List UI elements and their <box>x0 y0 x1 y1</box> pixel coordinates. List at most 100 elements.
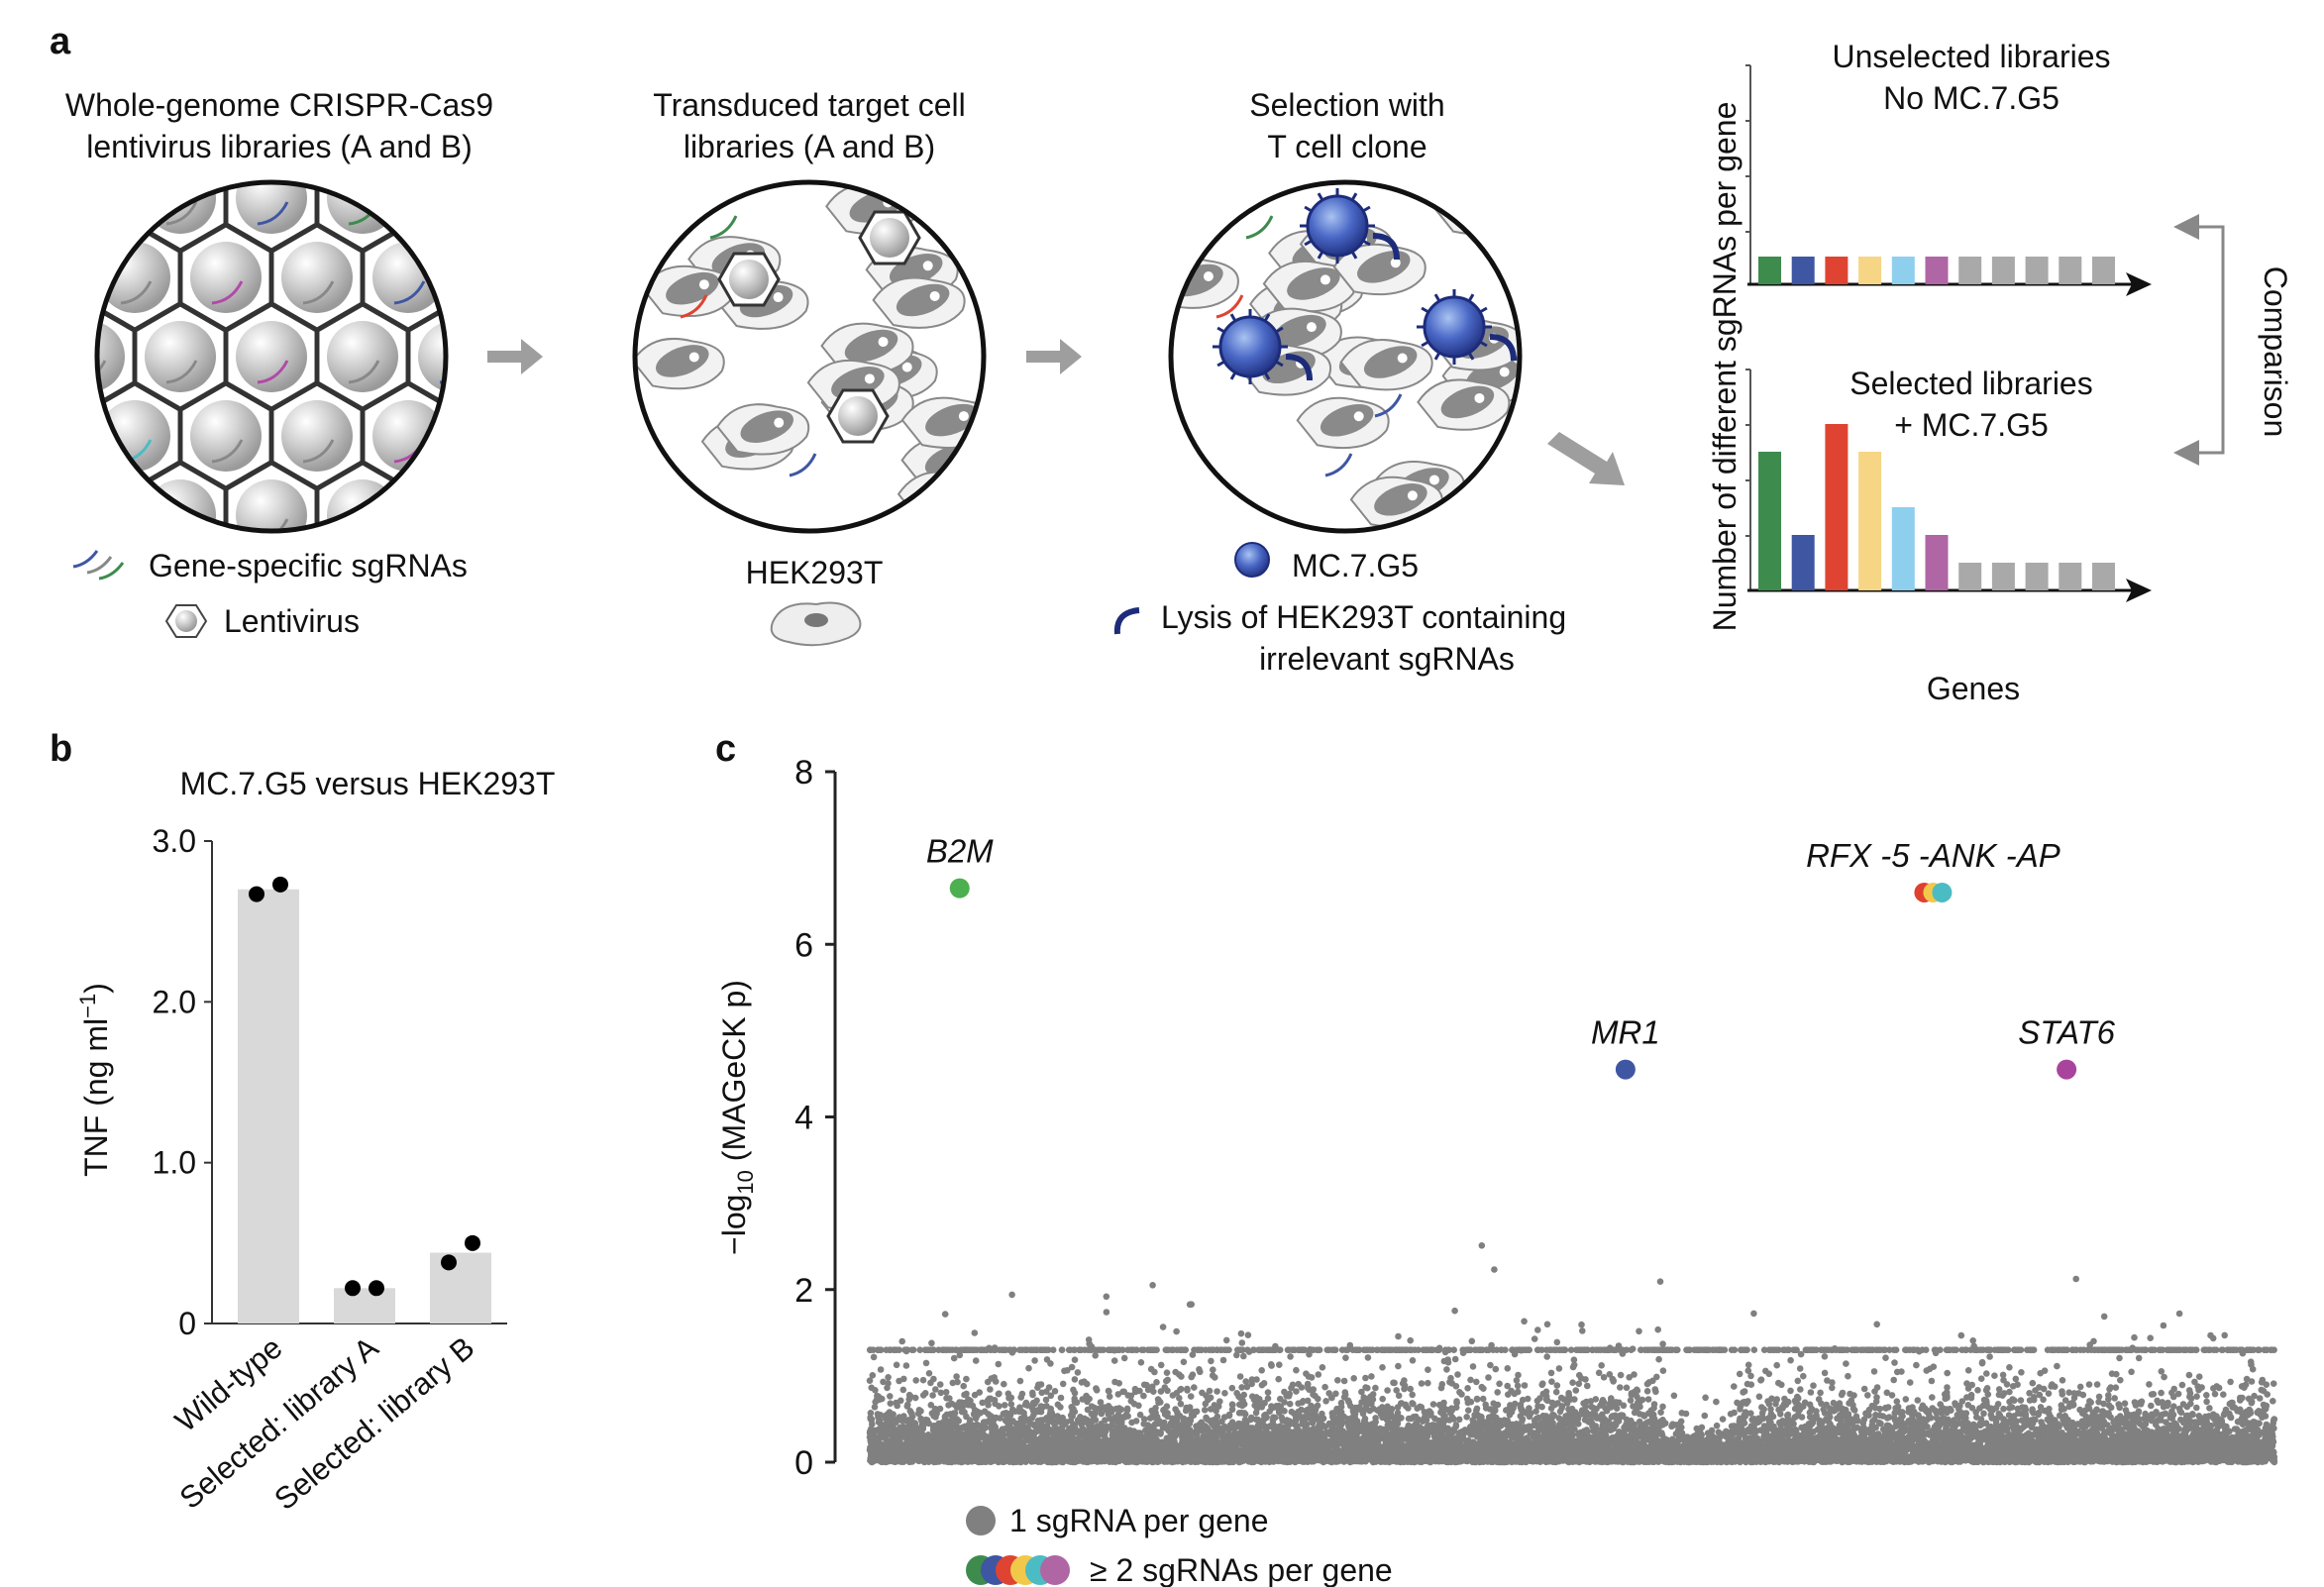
gene-point <box>1957 1331 1965 1339</box>
gene-point <box>1773 1361 1780 1369</box>
replicate-point <box>345 1280 361 1297</box>
gene-point <box>1451 1307 1458 1315</box>
virus-particle <box>509 479 581 551</box>
virus-particle <box>97 479 125 531</box>
process-arrow-icon <box>1026 339 1082 374</box>
virus-particle <box>8 400 79 472</box>
gene-point <box>1458 1391 1465 1398</box>
gene-point <box>1702 1394 1709 1402</box>
sgrna-strand <box>789 453 817 477</box>
cell-nucleus <box>1456 190 1510 223</box>
virus-particle <box>8 242 79 313</box>
circle-outline <box>1168 179 1523 534</box>
nucleus-highlight <box>929 290 940 301</box>
virus-particle <box>327 182 398 234</box>
gene-point <box>866 1377 874 1384</box>
cell-body <box>635 475 684 527</box>
gene-point <box>1208 1357 1215 1365</box>
chart-b-title: MC.7.G5 versus HEK293T <box>180 766 556 801</box>
nucleus-highlight <box>958 411 969 422</box>
gene-point <box>2113 1370 2120 1378</box>
virus-particle <box>555 559 626 630</box>
virus-particle <box>464 242 535 313</box>
virus-particle <box>281 242 353 313</box>
gene-point <box>2185 1371 2193 1379</box>
gene-point <box>1567 1346 1575 1353</box>
nucleus-highlight <box>1203 270 1214 281</box>
lysis-arrow-icon <box>1285 354 1313 381</box>
axis-arrowhead-icon <box>2126 272 2152 296</box>
circle-outline <box>94 179 449 534</box>
schematic-ylabel: Number of different sgRNAs per gene <box>1707 102 1743 632</box>
virus-particle <box>464 400 535 472</box>
cell-line-label: HEK293T <box>746 555 884 590</box>
sgrna-strand <box>1374 393 1403 418</box>
replicate-point <box>465 1234 480 1251</box>
lysis-arrow-icon <box>1113 607 1140 635</box>
gene-point <box>1740 1389 1746 1396</box>
gene-point <box>1074 1369 1082 1376</box>
axis-arrowhead-icon <box>2126 579 2152 602</box>
gene-point <box>1524 1395 1532 1403</box>
lentivirus-hexagon <box>0 384 88 487</box>
virus-particle <box>555 83 626 155</box>
sgrna-strand <box>1245 215 1274 240</box>
virus-particle <box>418 321 446 392</box>
y-tick-label: 2.0 <box>153 984 196 1019</box>
gene-point <box>1312 1392 1319 1400</box>
panel-label-c: c <box>715 728 736 770</box>
lysis-arrow-icon <box>1372 233 1400 261</box>
sgrna-strand <box>257 201 289 226</box>
gene-point <box>2029 1379 2037 1387</box>
virus-particle <box>281 400 353 472</box>
schematic-bar <box>2092 257 2115 284</box>
gene-point <box>1873 1321 1880 1328</box>
gene-point <box>956 1351 964 1359</box>
nucleus-highlight <box>922 261 933 271</box>
tcell-icon <box>1218 315 1282 378</box>
sgrna-strand <box>394 598 424 620</box>
gene-point <box>1636 1327 1642 1335</box>
schematic-bar <box>1958 563 1982 590</box>
sgrna-strand <box>348 360 380 384</box>
gene-point <box>2178 1381 2186 1389</box>
gene-point <box>1643 1388 1651 1395</box>
gene-point <box>885 1380 892 1387</box>
gene-point <box>887 1393 894 1400</box>
virus-particle <box>870 218 909 258</box>
y-tick-label: 2 <box>794 1272 813 1310</box>
chart-b-ylabel: TNF (ng ml−1) <box>75 983 114 1177</box>
lentivirus-hexagon <box>500 464 589 567</box>
gene-point <box>870 1353 878 1361</box>
lentivirus-hexagon <box>455 543 544 646</box>
sgrna-strand <box>1215 294 1244 319</box>
gene-point <box>1534 1326 1541 1333</box>
sgrna-strand <box>485 123 515 145</box>
gene-point <box>1701 1412 1709 1420</box>
gene-point <box>1473 1378 1480 1386</box>
sgrna-strand <box>348 518 380 531</box>
virus-particle <box>418 479 446 531</box>
gene-point <box>963 1375 970 1383</box>
gene-point <box>1153 1379 1160 1386</box>
sgrna-strand <box>393 280 426 305</box>
nucleus-highlight <box>1490 197 1501 208</box>
gene-point <box>1321 1383 1328 1391</box>
gene-point <box>1659 1367 1667 1374</box>
gene-point <box>1744 1361 1752 1369</box>
nucleus-highlight <box>878 337 889 348</box>
gene-point <box>1678 1410 1686 1417</box>
chart-c-ylabel: −log10 (MAGeCK p) <box>716 980 758 1255</box>
y-tick-label: 1.0 <box>153 1145 196 1181</box>
selected-title-line2: + MC.7.G5 <box>1894 407 2049 443</box>
gene-point <box>1553 1338 1561 1346</box>
gene-point <box>2174 1390 2182 1398</box>
sgrna-strand <box>302 280 335 305</box>
virus-particle <box>145 182 216 234</box>
sgrna-strand <box>257 360 289 384</box>
gene-point <box>1610 1378 1617 1385</box>
sgrna-strand <box>531 519 561 541</box>
sgrna-strand <box>0 519 14 541</box>
sgrna-strand <box>30 598 59 620</box>
lysis-label-line2: irrelevant sgRNAs <box>1259 641 1515 677</box>
